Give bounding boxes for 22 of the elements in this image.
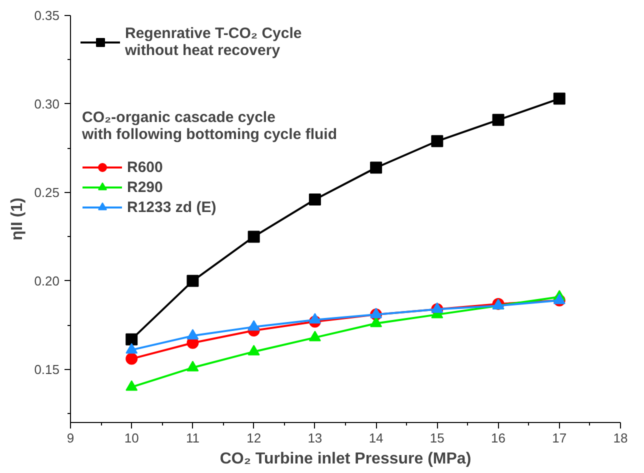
legend-label: R290: [127, 178, 163, 196]
y-tick-label: 0.15: [34, 362, 60, 377]
legend-label: R1233 zd (E): [127, 198, 216, 216]
y-tick-label: 0.20: [34, 273, 60, 288]
legend-label: Regenrative T-CO₂ Cycle without heat recovery: [125, 25, 302, 59]
x-tick-label: 9: [66, 430, 74, 446]
x-tick-label: 18: [613, 430, 628, 446]
y-tick-label: 0.25: [34, 184, 60, 200]
x-tick-label: 10: [124, 430, 139, 446]
x-tick-label: 13: [308, 430, 322, 446]
x-tick-label: 17: [552, 430, 567, 446]
legend-title: CO₂-organic cascade cycle with following bottoming cycle fluid: [82, 109, 337, 143]
x-tick-label: 15: [430, 430, 444, 446]
y-axis-title: ηII (1): [9, 198, 26, 240]
y-tick-label: 0.35: [34, 8, 60, 23]
x-tick-label: 14: [368, 430, 384, 446]
legend-label: R600: [127, 158, 163, 176]
x-tick-label: 16: [491, 430, 506, 446]
x-tick-label: 11: [186, 430, 200, 446]
y-tick-label: 0.30: [34, 96, 60, 112]
x-tick-label: 12: [246, 430, 262, 446]
x-axis-title: CO₂ Turbine inlet Pressure (MPa): [220, 450, 472, 468]
